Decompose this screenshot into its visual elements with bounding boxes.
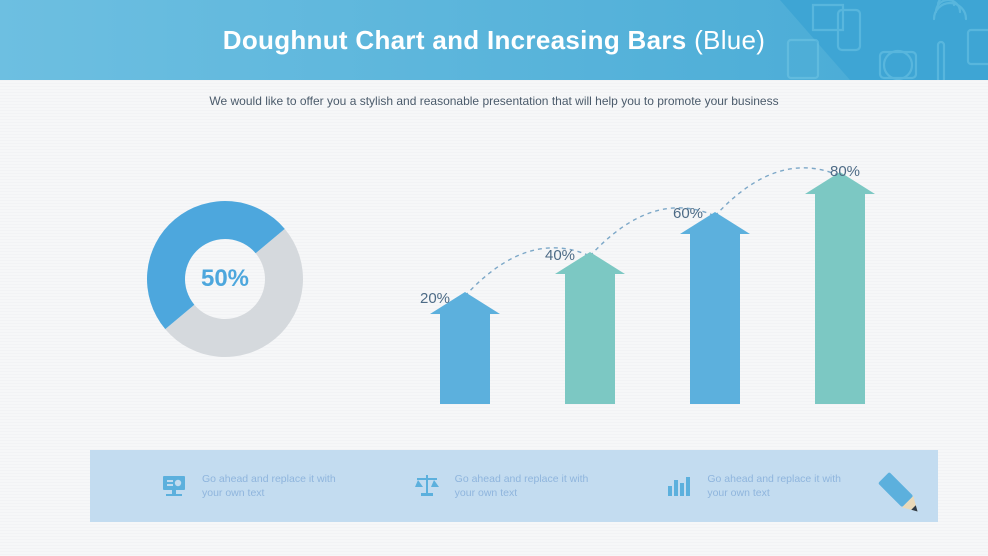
- subtitle: We would like to offer you a stylish and…: [0, 94, 988, 108]
- presentation-icon: [160, 472, 188, 500]
- pencil-icon: [870, 464, 934, 528]
- decor-icons: [768, 0, 988, 80]
- bar-3: [805, 172, 875, 404]
- bars-icon: [665, 472, 693, 500]
- page-title: Doughnut Chart and Increasing Bars (Blue…: [223, 25, 766, 56]
- title-bold: Doughnut Chart and Increasing Bars: [223, 25, 687, 55]
- doughnut-center-label: 50%: [140, 194, 310, 364]
- bar-label-0: 20%: [420, 290, 450, 307]
- footer-item-1: Go ahead and replace it with your own te…: [413, 472, 656, 500]
- scales-icon: [413, 472, 441, 500]
- footer-item-0: Go ahead and replace it with your own te…: [160, 472, 403, 500]
- bar-chart: 20% 40% 60% 80%: [400, 154, 920, 404]
- bar-0: [430, 292, 500, 404]
- footer-text-2: Go ahead and replace it with your own te…: [707, 472, 857, 500]
- bar-label-1: 40%: [545, 247, 575, 264]
- content-area: We would like to offer you a stylish and…: [0, 94, 988, 556]
- bar-2: [680, 212, 750, 404]
- footer-text-1: Go ahead and replace it with your own te…: [455, 472, 605, 500]
- bar-1: [555, 252, 625, 404]
- footer-strip: Go ahead and replace it with your own te…: [90, 450, 938, 522]
- bar-label-2: 60%: [673, 205, 703, 222]
- title-light: (Blue): [694, 25, 765, 55]
- bar-label-3: 80%: [830, 163, 860, 180]
- footer-text-0: Go ahead and replace it with your own te…: [202, 472, 352, 500]
- doughnut-chart: 50%: [140, 194, 310, 364]
- header: Doughnut Chart and Increasing Bars (Blue…: [0, 0, 988, 80]
